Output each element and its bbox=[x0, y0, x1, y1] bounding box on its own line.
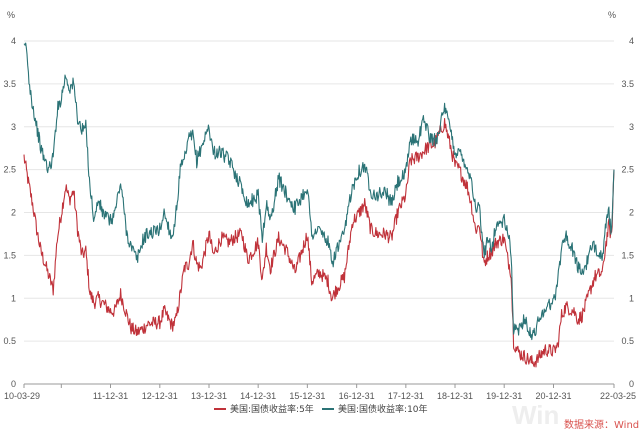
y-tick-label-left: 0.5 bbox=[3, 336, 16, 346]
y-tick-label-left: 3 bbox=[11, 122, 16, 132]
source-label: 数据来源：Wind bbox=[564, 418, 639, 431]
x-tick-label: 15-12-31 bbox=[289, 391, 325, 401]
y-tick-label-right: 2 bbox=[629, 208, 634, 218]
y-tick-label-right: 3.5 bbox=[621, 79, 634, 89]
x-tick-label: 20-12-31 bbox=[535, 391, 571, 401]
x-tick-label: 14-12-31 bbox=[240, 391, 276, 401]
y-tick-label-right: 4 bbox=[629, 36, 634, 46]
series-line-5y bbox=[23, 117, 615, 368]
y-tick-label-right: 2.5 bbox=[621, 165, 634, 175]
watermark-text: Win bbox=[512, 400, 559, 430]
legend: 美国:国债收益率:5年 美国:国债收益率:10年 bbox=[214, 403, 428, 415]
x-tick-label: 17-12-31 bbox=[388, 391, 424, 401]
x-tick-label: 13-12-31 bbox=[191, 391, 227, 401]
x-tick-label: 19-12-31 bbox=[486, 391, 522, 401]
y-tick-label-left: 0 bbox=[11, 379, 16, 389]
left-unit-label: % bbox=[7, 10, 15, 20]
y-tick-label-left: 3.5 bbox=[3, 79, 16, 89]
y-tick-label-right: 1.5 bbox=[621, 250, 634, 260]
right-unit-label: % bbox=[608, 10, 616, 20]
y-axis-right: 0 0.5 1 1.5 2 2.5 3 3.5 4 bbox=[621, 36, 634, 389]
y-axis-left: 0 0.5 1 1.5 2 2.5 3 3.5 4 bbox=[3, 36, 16, 389]
y-tick-label-left: 2.5 bbox=[3, 165, 16, 175]
y-tick-label-right: 0 bbox=[629, 379, 634, 389]
x-tick-label: 10-03-29 bbox=[4, 391, 40, 401]
y-tick-label-right: 0.5 bbox=[621, 336, 634, 346]
x-tick-label: 11-12-31 bbox=[93, 391, 128, 401]
y-tick-label-left: 2 bbox=[11, 208, 16, 218]
legend-label: 美国:国债收益率:10年 bbox=[338, 403, 428, 415]
x-tick-label: 16-12-31 bbox=[339, 391, 375, 401]
gridlines bbox=[24, 40, 614, 385]
x-tick-label: 22-03-25 bbox=[600, 391, 636, 401]
y-tick-label-right: 3 bbox=[629, 122, 634, 132]
series-group bbox=[23, 42, 615, 368]
y-tick-label-left: 1.5 bbox=[3, 250, 16, 260]
x-axis: 10-03-29 11-12-31 12-12-31 13-12-31 14-12-31… bbox=[4, 384, 636, 401]
series-line-10y bbox=[23, 42, 615, 341]
x-tick-label: 18-12-31 bbox=[437, 391, 473, 401]
y-tick-label-left: 1 bbox=[11, 293, 16, 303]
x-tick-label: 12-12-31 bbox=[142, 391, 178, 401]
y-tick-label-left: 4 bbox=[11, 36, 16, 46]
y-tick-label-right: 1 bbox=[629, 293, 634, 303]
legend-label: 美国:国债收益率:5年 bbox=[230, 403, 314, 415]
